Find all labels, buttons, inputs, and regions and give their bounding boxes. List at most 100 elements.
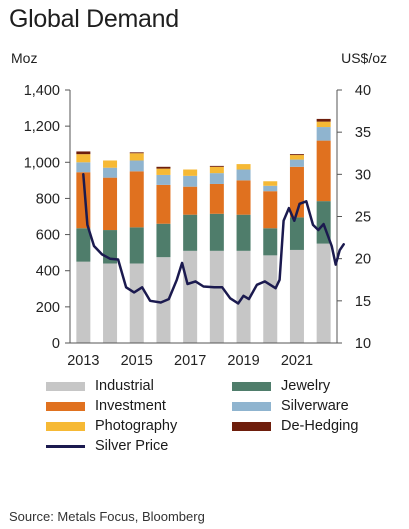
bar-segment-investment [263, 191, 278, 229]
bar-segment-dehedging [289, 154, 304, 156]
bar-segment-investment [103, 177, 118, 231]
x-axis-tick-label: 2019 [227, 353, 259, 369]
right-axis-unit: US$/oz [341, 50, 387, 66]
bar-segment-jewelry [263, 228, 278, 256]
bar-segment-industrial [129, 263, 144, 343]
bar-segment-industrial [289, 249, 304, 343]
bar-segment-investment [156, 184, 171, 224]
bar-segment-silverware [209, 173, 224, 184]
right-axis-tick-label: 35 [355, 125, 371, 141]
bar-segment-jewelry [156, 223, 171, 258]
left-axis-tick-label: 200 [36, 300, 60, 316]
bar-segment-dehedging [316, 118, 331, 122]
bar-segment-investment [236, 180, 251, 215]
legend-item-silverware: Silverware [232, 398, 349, 414]
bar-segment-industrial [76, 261, 91, 343]
bar-segment-industrial [183, 250, 198, 343]
left-axis-tick-label: 1,200 [24, 119, 60, 135]
bar-segment-jewelry [289, 217, 304, 250]
silver-price-series [82, 173, 345, 305]
legend-line-silver-price [46, 444, 85, 448]
legend-swatch-jewelry [232, 381, 271, 391]
bar-segment-investment [316, 140, 331, 202]
bar-segment-photography [209, 166, 224, 174]
legend-swatch-investment [46, 401, 85, 411]
bar-segment-jewelry [183, 214, 198, 251]
left-axis-tick-label: 600 [36, 228, 60, 244]
legend-swatch-photography [46, 421, 85, 431]
left-axis: 0 200 400 600 800 1,000 1,200 1,400 [24, 83, 71, 352]
bar-segment-photography [103, 160, 118, 168]
bar-segment-silverware [236, 169, 251, 181]
legend-item-investment: Investment [46, 398, 166, 414]
bar-segment-dehedging [129, 152, 144, 154]
x-axis: 2013 2015 2017 2019 2021 [67, 342, 337, 369]
left-axis-unit: Moz [11, 50, 38, 66]
bar-segment-silverware [129, 160, 144, 172]
legend-label-silver-price: Silver Price [95, 438, 169, 454]
source-note: Source: Metals Focus, Bloomberg [9, 509, 205, 524]
bar-segment-photography [263, 181, 278, 186]
legend-item-dehedging: De-Hedging [232, 418, 358, 434]
legend-swatch-industrial [46, 381, 85, 391]
legend-item-industrial: Industrial [46, 378, 154, 394]
legend-label-industrial: Industrial [95, 378, 154, 394]
left-axis-tick-label: 0 [52, 336, 60, 352]
right-axis-tick-label: 20 [355, 252, 371, 268]
bar-segment-industrial [263, 255, 278, 343]
x-axis-tick-label: 2015 [121, 353, 153, 369]
legend-swatch-silverware [232, 401, 271, 411]
right-axis: 10 15 20 25 30 35 40 [336, 83, 371, 352]
right-axis-tick-label: 15 [355, 294, 371, 310]
bar-segment-photography [183, 169, 198, 176]
bar-segment-investment [209, 183, 224, 214]
x-axis-tick-label: 2021 [281, 353, 313, 369]
bar-segment-photography [156, 168, 171, 175]
x-axis-tick-label: 2017 [174, 353, 206, 369]
bar-segment-investment [129, 171, 144, 228]
silver-price-line [82, 173, 345, 305]
bar-segment-jewelry [76, 228, 91, 262]
bar-segment-silverware [183, 175, 198, 187]
bar-segment-industrial [209, 250, 224, 343]
bar-segment-silverware [76, 162, 91, 173]
bar-segment-silverware [263, 185, 278, 192]
bar-segment-photography [289, 155, 304, 160]
bar-segment-jewelry [103, 230, 118, 264]
legend-label-silverware: Silverware [281, 398, 349, 414]
bar-segment-investment [183, 186, 198, 215]
legend-label-jewelry: Jewelry [281, 378, 331, 394]
legend-label-investment: Investment [95, 398, 166, 414]
bar-segment-jewelry [129, 227, 144, 264]
left-axis-tick-label: 800 [36, 191, 60, 207]
legend-item-photography: Photography [46, 418, 177, 434]
bar-segment-dehedging [76, 151, 91, 155]
chart-plot: 0 200 400 600 800 1,000 1,200 1,400 10 15 20 25 30 3… [24, 83, 371, 369]
bar-segment-industrial [103, 263, 118, 343]
right-axis-tick-label: 30 [355, 167, 371, 183]
bar-segment-jewelry [209, 213, 224, 251]
bar-stacks [76, 118, 331, 343]
bar-segment-silverware [156, 174, 171, 185]
x-axis-tick-label: 2013 [67, 353, 99, 369]
right-axis-tick-label: 40 [355, 83, 371, 99]
left-axis-tick-label: 400 [36, 264, 60, 280]
legend-item-jewelry: Jewelry [232, 378, 330, 394]
bar-segment-silverware [103, 167, 118, 178]
left-axis-tick-label: 1,000 [24, 155, 60, 171]
bar-segment-photography [316, 121, 331, 128]
bar-segment-silverware [289, 159, 304, 167]
bar-segment-photography [76, 154, 91, 163]
legend-label-photography: Photography [95, 418, 178, 434]
right-axis-tick-label: 25 [355, 210, 371, 226]
legend-swatch-dehedging [232, 421, 271, 431]
chart-title: Global Demand [9, 5, 179, 33]
bar-segment-dehedging [156, 166, 171, 169]
legend-item-silver-price: Silver Price [46, 438, 168, 454]
bar-segment-industrial [316, 243, 331, 343]
bar-segment-jewelry [236, 214, 251, 251]
left-axis-tick-label: 1,400 [24, 83, 60, 99]
legend-label-dehedging: De-Hedging [281, 418, 359, 434]
bar-segment-photography [129, 153, 144, 161]
